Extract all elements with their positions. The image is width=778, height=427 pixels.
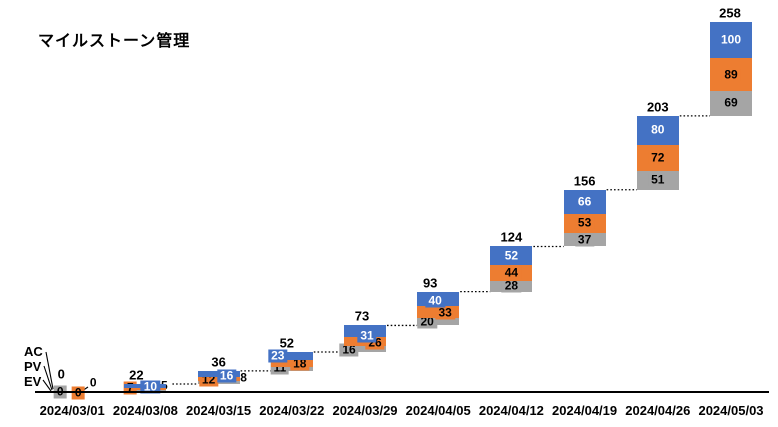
x-axis-label: 2024/04/19	[552, 403, 618, 418]
segment-label-ev: 8	[240, 370, 247, 385]
legend-label-pv: PV	[24, 359, 42, 374]
bar-segment-ev	[417, 318, 460, 326]
segment-label-ev: 28	[501, 279, 522, 293]
total-label: 36	[211, 354, 226, 370]
total-label: 124	[500, 229, 523, 245]
bar-segment-ac	[270, 351, 313, 361]
legend-leader-line	[43, 365, 53, 391]
segment-label-pv: 72	[648, 151, 668, 165]
segment-label-pv: 89	[721, 68, 741, 82]
x-axis-label: 2024/04/26	[625, 403, 691, 418]
segment-label-ac: 10	[140, 380, 161, 394]
segment-label-ac: 0	[89, 375, 97, 390]
bar-segment-ev	[344, 346, 386, 352]
x-axis-label: 2024/03/01	[39, 403, 105, 418]
total-label: 52	[279, 335, 295, 351]
segment-label-pv: 0	[71, 386, 85, 400]
total-label: 258	[719, 5, 741, 21]
total-label: 73	[354, 308, 370, 324]
segment-label-ac: 16	[216, 369, 237, 383]
legend-leader-line	[42, 379, 52, 392]
total-label: 93	[422, 275, 438, 291]
x-axis-label: 2024/03/15	[186, 403, 252, 418]
segment-label-ev: 37	[574, 233, 595, 247]
total-label: 0	[57, 366, 65, 382]
x-axis-line	[35, 391, 769, 393]
segment-label-ac: 31	[357, 329, 377, 343]
total-label: 203	[646, 99, 669, 115]
x-axis-label: 2024/03/08	[112, 403, 178, 418]
segment-label-ev: 16	[339, 343, 359, 357]
chart-title: マイルストーン管理	[38, 33, 191, 50]
segment-label-ac: 66	[574, 195, 595, 209]
segment-label-ev: 51	[648, 173, 668, 187]
x-axis-label: 2024/04/05	[405, 403, 471, 418]
legend-label-ac: AC	[24, 344, 43, 359]
total-label: 22	[129, 367, 144, 383]
segment-label-ev: 69	[721, 96, 741, 110]
segment-label-pv: 53	[574, 216, 595, 230]
bar-segment-ev	[197, 381, 240, 384]
total-label: 156	[573, 173, 596, 189]
segment-label-pv: 44	[501, 266, 522, 280]
x-axis-label: 2024/05/03	[698, 403, 764, 418]
segment-label-ac: 80	[648, 123, 668, 137]
segment-label-ac: 40	[425, 294, 445, 308]
legend-label-ev: EV	[24, 374, 42, 389]
segment-label-ac: 100	[717, 33, 745, 47]
x-axis-label: 2024/04/12	[478, 403, 544, 418]
x-axis-label: 2024/03/29	[332, 403, 398, 418]
segment-label-ac: 23	[268, 349, 288, 363]
x-axis-label: 2024/03/22	[259, 403, 325, 418]
segment-label-ac: 52	[501, 249, 522, 263]
legend-leader-line	[45, 351, 54, 390]
segment-label-pv: 33	[435, 306, 455, 320]
